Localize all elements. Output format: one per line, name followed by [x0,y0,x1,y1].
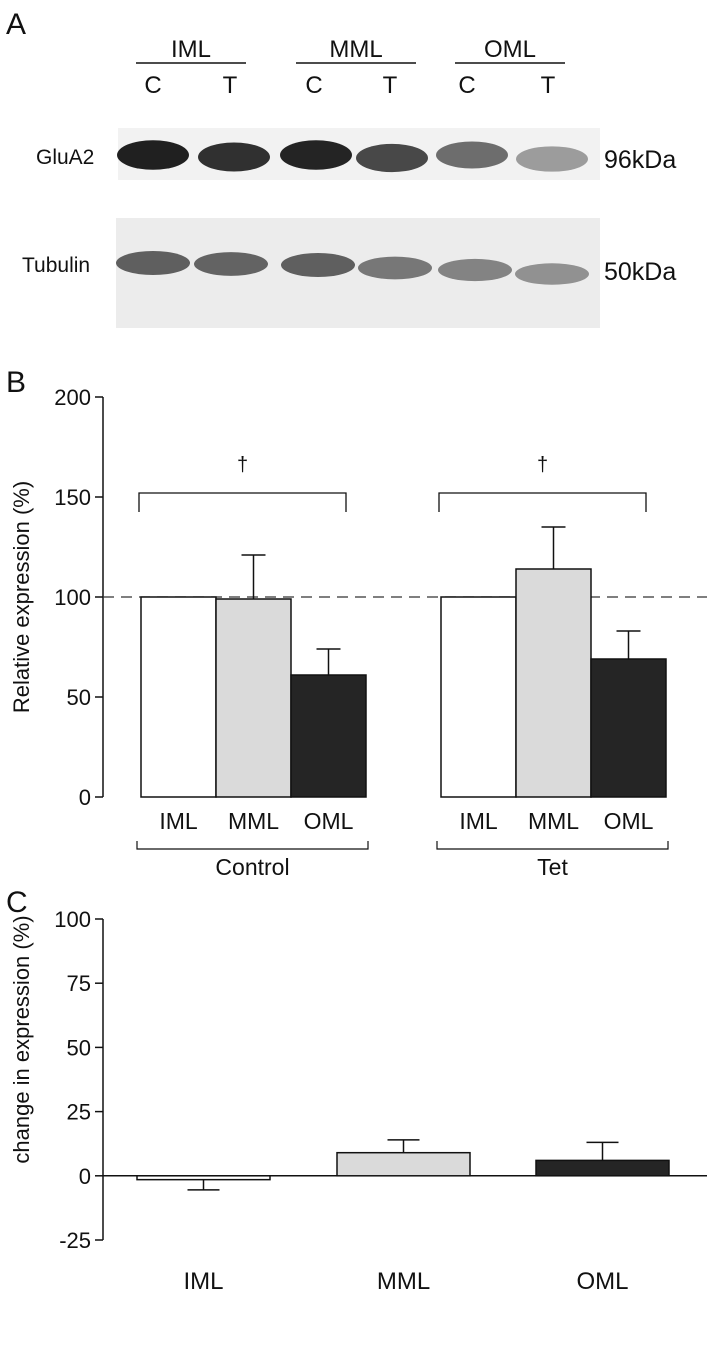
tubulin-band [116,251,190,275]
tubulin-band [194,252,268,276]
tubulin-band [281,253,355,277]
blot-size-label: 96kDa [604,146,676,174]
tubulin-band [438,258,512,282]
gluA2-band [436,141,508,169]
lane-label: C [458,72,475,99]
x-tick-label: OML [304,808,354,834]
x-tick-label: IML [183,1268,223,1295]
bar [290,674,367,798]
panel-b-label: B [6,366,26,399]
y-tick-label: 50 [67,685,91,710]
group-bracket [136,841,369,850]
x-tick-label: MML [228,808,279,834]
significance-marker: † [537,454,548,476]
bar [215,598,292,798]
x-tick-label: IML [159,808,198,834]
gluA2-band [198,142,270,172]
blot-label: Tubulin [22,254,90,277]
group-bracket [436,841,669,850]
panel-c-chart: C -25 0 25 50 75 100 change in expression (%) I… [6,886,707,1295]
lane-label: T [541,72,556,99]
bar [515,568,592,798]
gluA2-band [280,140,352,170]
significance-bracket [138,492,347,512]
panel-b-chart: B 0 50 100 150 200 Relative expression (%) IML… [6,366,707,880]
y-tick-label: 100 [54,907,91,932]
x-tick-label: OML [604,808,654,834]
significance-bracket [438,492,647,512]
bar [535,1159,670,1177]
gluA2-band [356,143,428,173]
blot-label: GluA2 [36,146,94,169]
tubulin-band [358,256,432,280]
tubulin-band [515,263,589,285]
y-tick-label: 75 [67,971,91,996]
x-tick-label: MML [377,1268,430,1295]
y-tick-label: 100 [54,585,91,610]
y-tick-label: 25 [67,1100,91,1125]
x-tick-label: OML [576,1268,628,1295]
group-label: Control [215,854,289,880]
y-tick-label: 150 [54,485,91,510]
y-axis-title: Relative expression (%) [9,481,34,713]
panel-a-label: A [6,8,26,41]
y-tick-label: 50 [67,1035,91,1060]
significance-marker: † [237,454,248,476]
y-tick-label: -25 [59,1228,91,1253]
y-tick-label: 0 [79,785,91,810]
y-tick-label: 200 [54,385,91,410]
x-tick-label: IML [459,808,498,834]
group-label: Tet [537,854,568,880]
lane-group-label: OML [484,36,536,63]
bar [336,1151,471,1177]
y-tick-label: 0 [79,1164,91,1189]
panel-a-western-blot: A IML MML OML C T C T C T GluA2 96kDa Tubulin 50kDa [6,8,676,328]
gluA2-band [516,146,588,172]
y-axis-title: change in expression (%) [9,915,34,1163]
x-tick-label: MML [528,808,579,834]
lane-label: C [305,72,322,99]
bar [440,596,517,798]
bar [136,1175,271,1181]
lane-group-label: MML [329,36,382,63]
lane-label: T [223,72,238,99]
lane-label: C [144,72,161,99]
panel-c-label: C [6,886,28,919]
blot-size-label: 50kDa [604,258,676,286]
gluA2-band [117,140,189,170]
bar [590,658,667,798]
bar [140,596,217,798]
lane-label: T [383,72,398,99]
lane-group-label: IML [171,36,211,63]
